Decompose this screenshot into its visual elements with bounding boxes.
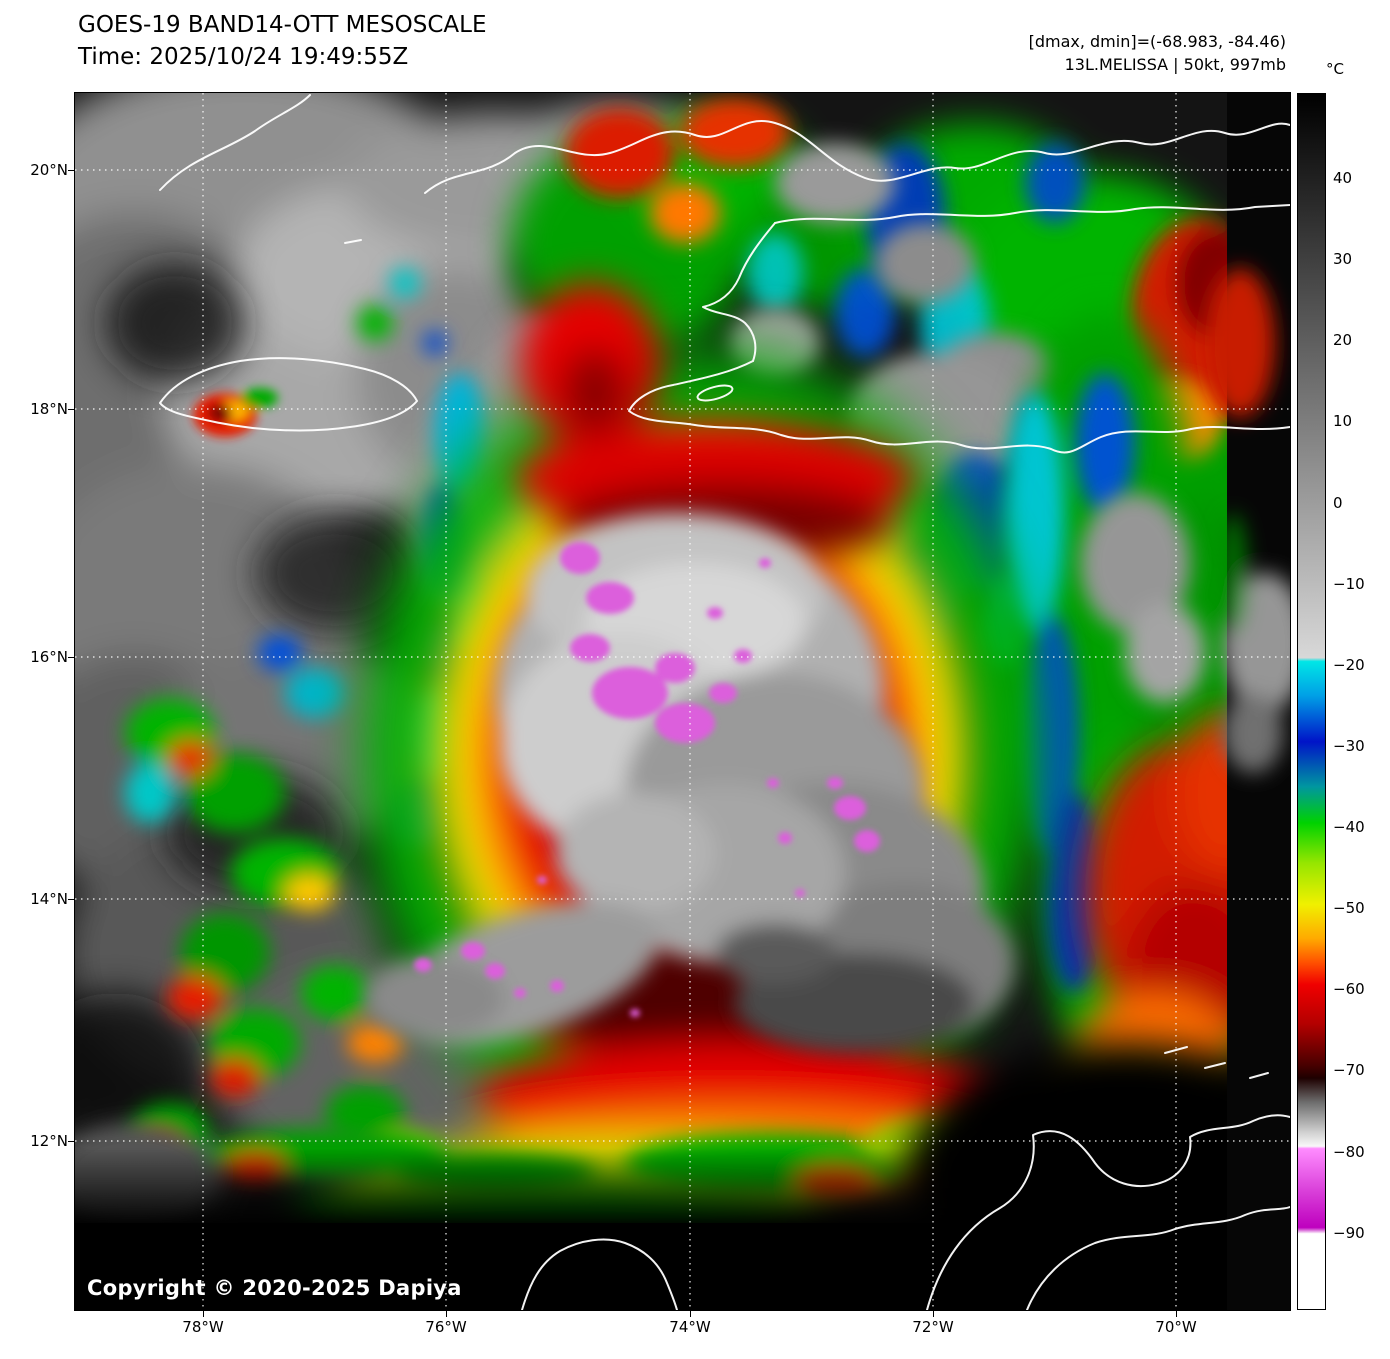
- x-tick: [446, 1310, 447, 1317]
- overshooting-tops: [414, 542, 880, 1017]
- lon-label-74w: 74°W: [669, 1318, 711, 1336]
- colorbar-tick-0: 0: [1333, 494, 1343, 512]
- x-tick: [203, 1310, 204, 1317]
- x-tick: [933, 1310, 934, 1317]
- dmax-dmin-readout: [dmax, dmin]=(-68.983, -84.46): [1028, 32, 1286, 51]
- colorbar-tick-m50: −50: [1333, 899, 1365, 917]
- storm-info: 13L.MELISSA | 50kt, 997mb: [1064, 55, 1286, 75]
- colorbar: [1297, 93, 1326, 1310]
- lat-label-12n: 12°N: [30, 1132, 68, 1150]
- colorbar-tick-m90: −90: [1333, 1224, 1365, 1242]
- colorbar-tick-40: 40: [1333, 169, 1353, 187]
- south-black: [75, 1223, 1290, 1310]
- east-rainband-gray: [1080, 493, 1205, 703]
- header-info: [dmax, dmin]=(-68.983, -84.46) 13L.MELIS…: [1029, 30, 1286, 76]
- lat-label-14n: 14°N: [30, 890, 68, 908]
- colorbar-unit-label: °C: [1326, 60, 1344, 78]
- colorbar-tick-m70: −70: [1333, 1061, 1365, 1079]
- colorbar-tick-10: 10: [1333, 412, 1353, 430]
- satellite-map: Copyright © 2020-2025 Dapiya: [74, 92, 1291, 1311]
- colorbar-tick-20: 20: [1333, 331, 1353, 349]
- colorbar-tick-m80: −80: [1333, 1143, 1365, 1161]
- graticule: [75, 93, 1290, 1310]
- x-tick: [1176, 1310, 1177, 1317]
- y-tick: [68, 657, 75, 658]
- lat-label-20n: 20°N: [30, 161, 68, 179]
- y-tick: [68, 409, 75, 410]
- lat-label-18n: 18°N: [30, 400, 68, 418]
- timestamp: Time: 2025/10/24 19:49:55Z: [78, 43, 409, 70]
- lat-label-16n: 16°N: [30, 648, 68, 666]
- scan-edge-strip: [1205, 93, 1290, 1310]
- colorbar-tick-m10: −10: [1333, 575, 1365, 593]
- lon-label-78w: 78°W: [182, 1318, 224, 1336]
- x-tick: [690, 1310, 691, 1317]
- lon-label-70w: 70°W: [1155, 1318, 1197, 1336]
- coastlines: [159, 94, 1290, 1310]
- south-fade: [75, 1148, 1290, 1228]
- copyright: Copyright © 2020-2025 Dapiya: [87, 1276, 462, 1300]
- y-tick: [68, 899, 75, 900]
- lon-label-76w: 76°W: [425, 1318, 467, 1336]
- lon-label-72w: 72°W: [912, 1318, 954, 1336]
- y-tick: [68, 1141, 75, 1142]
- colorbar-tick-m30: −30: [1333, 737, 1365, 755]
- satellite-image: [75, 93, 1290, 1310]
- colorbar-tick-m40: −40: [1333, 818, 1365, 836]
- product-title: GOES-19 BAND14-OTT MESOSCALE: [78, 12, 487, 38]
- colorbar-tick-30: 30: [1333, 250, 1353, 268]
- colorbar-tick-m20: −20: [1333, 656, 1365, 674]
- y-tick: [68, 170, 75, 171]
- colorbar-tick-m60: −60: [1333, 980, 1365, 998]
- header-titles: GOES-19 BAND14-OTT MESOSCALE Time: 2025/…: [78, 10, 487, 73]
